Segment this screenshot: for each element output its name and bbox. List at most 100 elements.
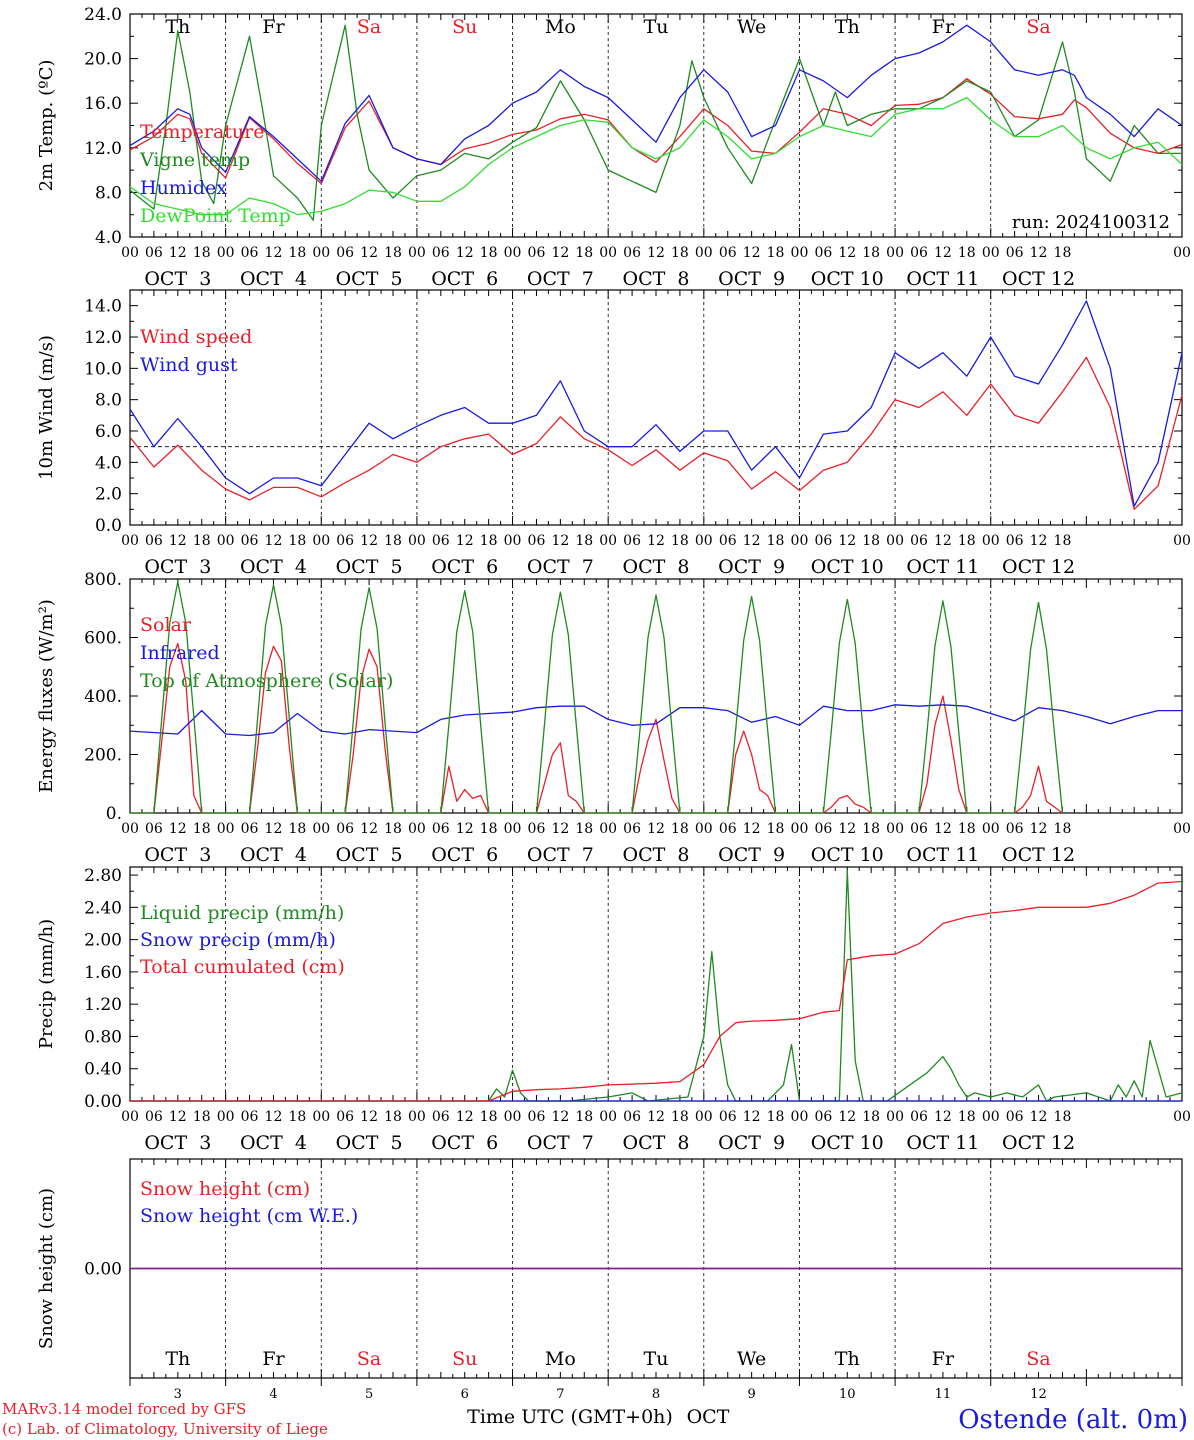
- hour-tick-label: 18: [193, 821, 211, 837]
- hour-tick-label: 06: [432, 533, 450, 549]
- hour-tick-label: 12: [647, 533, 665, 549]
- hour-tick-label: 06: [623, 245, 641, 261]
- hour-tick-label: 00: [982, 533, 1000, 549]
- hour-tick-label: 18: [767, 245, 785, 261]
- legend-entry: Infrared: [140, 642, 220, 664]
- hour-tick-label: 12: [360, 821, 378, 837]
- hour-tick-label: 06: [623, 821, 641, 837]
- date-label: OCT 12: [1002, 268, 1075, 290]
- date-label: OCT 7: [527, 556, 594, 578]
- plot-frame-wind: [129, 289, 1183, 526]
- y-axis-label-wind: 10m Wind (m/s): [36, 335, 57, 480]
- y-tick-label: 12.0: [84, 139, 122, 159]
- hour-tick-label: 00: [121, 533, 139, 549]
- hour-tick-label: 12: [647, 245, 665, 261]
- y-tick-label: 2.80: [84, 866, 122, 886]
- day-number-label: 12: [1030, 1387, 1047, 1402]
- hour-tick-label: 18: [1054, 533, 1072, 549]
- day-of-week-label: Fr: [932, 1348, 955, 1370]
- hour-tick-label: 00: [312, 245, 330, 261]
- hour-tick-label: 18: [480, 245, 498, 261]
- hour-tick-label: 12: [934, 245, 952, 261]
- hour-tick-label: 06: [432, 1109, 450, 1125]
- hour-tick-label: 18: [958, 245, 976, 261]
- hour-tick-label: 00: [1173, 245, 1191, 261]
- day-number-label: 7: [556, 1387, 564, 1402]
- date-label: OCT 5: [336, 844, 403, 866]
- hour-tick-label: 06: [1006, 821, 1024, 837]
- y-tick-label: 0.80: [84, 1027, 122, 1047]
- hour-tick-label: 00: [982, 1109, 1000, 1125]
- day-of-week-label: Tu: [644, 16, 669, 38]
- hour-tick-label: 00: [791, 1109, 809, 1125]
- date-label: OCT 6: [431, 1132, 498, 1154]
- hour-tick-label: 18: [384, 821, 402, 837]
- hour-tick-label: 12: [743, 821, 761, 837]
- date-label: OCT 12: [1002, 1132, 1075, 1154]
- hour-tick-label: 18: [193, 245, 211, 261]
- hour-tick-label: 00: [599, 533, 617, 549]
- date-label: OCT 5: [336, 268, 403, 290]
- footer-lab-credit: (c) Lab. of Climatology, University of L…: [2, 1420, 328, 1438]
- hour-tick-label: 18: [575, 533, 593, 549]
- hour-tick-label: 00: [312, 1109, 330, 1125]
- hour-tick-label: 18: [384, 1109, 402, 1125]
- date-label: OCT 11: [906, 1132, 979, 1154]
- date-label: OCT 10: [811, 844, 884, 866]
- hour-tick-label: 18: [862, 245, 880, 261]
- hour-tick-label: 18: [671, 245, 689, 261]
- series-line-wind-speed: [129, 356, 1183, 510]
- y-tick-label: 10.0: [84, 359, 122, 379]
- hour-tick-label: 06: [241, 1109, 259, 1125]
- day-of-week-label: Mo: [545, 16, 576, 38]
- y-tick-label: 2.00: [84, 931, 122, 951]
- date-label: OCT 3: [144, 844, 211, 866]
- hour-tick-label: 06: [910, 1109, 928, 1125]
- date-label: OCT 6: [431, 268, 498, 290]
- hour-tick-label: 00: [791, 533, 809, 549]
- y-tick-label: 8.0: [95, 391, 122, 411]
- hour-tick-label: 06: [241, 245, 259, 261]
- date-label: OCT 5: [336, 556, 403, 578]
- hour-tick-label: 00: [1173, 533, 1191, 549]
- legend-entry: Humidex: [140, 177, 227, 199]
- hour-tick-label: 18: [958, 533, 976, 549]
- day-of-week-label: Sa: [1026, 1348, 1050, 1370]
- hour-tick-label: 00: [121, 1109, 139, 1125]
- hour-tick-label: 12: [1030, 245, 1048, 261]
- y-tick-label: 2.0: [95, 485, 122, 505]
- y-tick-label: 0.00: [84, 1092, 122, 1112]
- hour-tick-label: 00: [504, 821, 522, 837]
- hour-tick-label: 06: [814, 821, 832, 837]
- legend-entry: DewPoint Temp: [140, 205, 291, 227]
- date-label: OCT 3: [144, 1132, 211, 1154]
- hour-tick-label: 06: [241, 533, 259, 549]
- hour-tick-label: 12: [743, 1109, 761, 1125]
- hour-tick-label: 12: [169, 533, 187, 549]
- date-label: OCT 12: [1002, 556, 1075, 578]
- hour-tick-label: 06: [814, 533, 832, 549]
- hour-tick-label: 06: [528, 245, 546, 261]
- hour-tick-label: 18: [671, 533, 689, 549]
- y-tick-label: 8.0: [95, 183, 122, 203]
- series-line-total-cumulated-cm-: [130, 880, 1183, 1102]
- series-line-top-of-atmosphere-solar-: [130, 581, 1064, 814]
- hour-tick-label: 06: [528, 1109, 546, 1125]
- day-of-week-label: Th: [165, 16, 190, 38]
- day-number-label: 8: [652, 1387, 660, 1402]
- station-name: Ostende (alt. 0m): [958, 1405, 1188, 1435]
- hour-tick-label: 12: [934, 821, 952, 837]
- run-label: run: 2024100312: [1012, 212, 1170, 233]
- legend-entry: Total cumulated (cm): [140, 956, 345, 978]
- hour-tick-label: 00: [886, 821, 904, 837]
- date-label: OCT 11: [906, 844, 979, 866]
- series-line-solar: [130, 642, 1063, 814]
- hour-tick-label: 12: [551, 245, 569, 261]
- hour-tick-label: 12: [838, 1109, 856, 1125]
- hour-tick-label: 00: [695, 1109, 713, 1125]
- hour-tick-label: 00: [886, 533, 904, 549]
- date-label: OCT 4: [240, 844, 307, 866]
- hour-tick-label: 12: [1030, 1109, 1048, 1125]
- hour-tick-label: 12: [1030, 533, 1048, 549]
- day-number-label: 3: [174, 1387, 182, 1402]
